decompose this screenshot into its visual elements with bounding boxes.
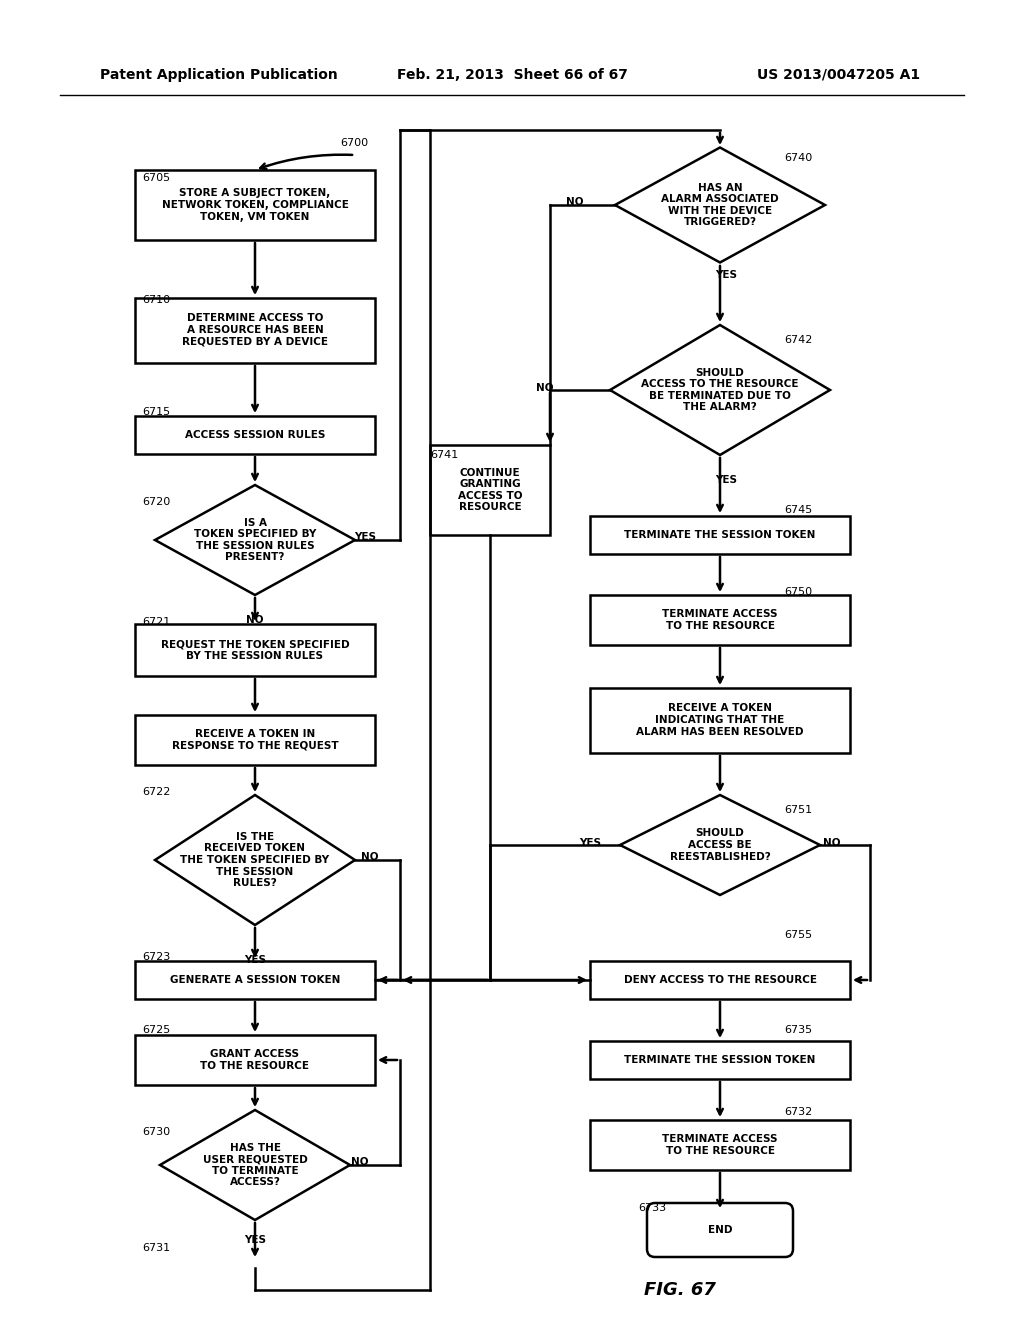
Text: Patent Application Publication: Patent Application Publication [100, 69, 338, 82]
Text: 6751: 6751 [784, 805, 812, 814]
Text: STORE A SUBJECT TOKEN,
NETWORK TOKEN, COMPLIANCE
TOKEN, VM TOKEN: STORE A SUBJECT TOKEN, NETWORK TOKEN, CO… [162, 189, 348, 222]
Polygon shape [155, 484, 355, 595]
Text: 6723: 6723 [142, 952, 170, 962]
FancyBboxPatch shape [135, 170, 375, 240]
FancyBboxPatch shape [590, 595, 850, 645]
Text: NO: NO [246, 615, 264, 624]
Text: END: END [708, 1225, 732, 1236]
Text: 6735: 6735 [784, 1026, 812, 1035]
Text: IS THE
RECEIVED TOKEN
THE TOKEN SPECIFIED BY
THE SESSION
RULES?: IS THE RECEIVED TOKEN THE TOKEN SPECIFIE… [180, 832, 330, 888]
Text: ACCESS SESSION RULES: ACCESS SESSION RULES [184, 430, 326, 440]
Text: 6732: 6732 [784, 1107, 812, 1117]
Text: TERMINATE ACCESS
TO THE RESOURCE: TERMINATE ACCESS TO THE RESOURCE [663, 610, 778, 631]
Text: SHOULD
ACCESS TO THE RESOURCE
BE TERMINATED DUE TO
THE ALARM?: SHOULD ACCESS TO THE RESOURCE BE TERMINA… [641, 367, 799, 412]
Text: 6740: 6740 [784, 153, 812, 162]
Text: TERMINATE THE SESSION TOKEN: TERMINATE THE SESSION TOKEN [625, 1055, 816, 1065]
FancyBboxPatch shape [135, 961, 375, 999]
Text: YES: YES [354, 532, 376, 543]
Text: 6725: 6725 [142, 1026, 170, 1035]
Text: SHOULD
ACCESS BE
REESTABLISHED?: SHOULD ACCESS BE REESTABLISHED? [670, 829, 770, 862]
Text: GENERATE A SESSION TOKEN: GENERATE A SESSION TOKEN [170, 975, 340, 985]
Text: YES: YES [244, 954, 266, 965]
Text: YES: YES [579, 838, 601, 847]
Text: TERMINATE THE SESSION TOKEN: TERMINATE THE SESSION TOKEN [625, 531, 816, 540]
Text: 6731: 6731 [142, 1243, 170, 1253]
FancyBboxPatch shape [135, 624, 375, 676]
Polygon shape [615, 148, 825, 263]
Text: 6705: 6705 [142, 173, 170, 183]
Text: 6755: 6755 [784, 931, 812, 940]
Text: RECEIVE A TOKEN
INDICATING THAT THE
ALARM HAS BEEN RESOLVED: RECEIVE A TOKEN INDICATING THAT THE ALAR… [636, 704, 804, 737]
Text: NO: NO [566, 197, 584, 207]
Text: CONTINUE
GRANTING
ACCESS TO
RESOURCE: CONTINUE GRANTING ACCESS TO RESOURCE [458, 467, 522, 512]
Text: FIG. 67: FIG. 67 [644, 1280, 716, 1299]
FancyBboxPatch shape [135, 297, 375, 363]
Text: DETERMINE ACCESS TO
A RESOURCE HAS BEEN
REQUESTED BY A DEVICE: DETERMINE ACCESS TO A RESOURCE HAS BEEN … [182, 313, 328, 347]
Text: 6730: 6730 [142, 1127, 170, 1137]
FancyBboxPatch shape [135, 1035, 375, 1085]
FancyBboxPatch shape [135, 416, 375, 454]
Polygon shape [155, 795, 355, 925]
Text: NO: NO [537, 383, 554, 393]
Text: YES: YES [244, 1236, 266, 1245]
Polygon shape [610, 325, 830, 455]
Text: 6700: 6700 [340, 139, 368, 148]
Text: YES: YES [715, 271, 737, 280]
FancyBboxPatch shape [590, 1041, 850, 1078]
Text: 6720: 6720 [142, 498, 170, 507]
Text: 6715: 6715 [142, 407, 170, 417]
Text: REQUEST THE TOKEN SPECIFIED
BY THE SESSION RULES: REQUEST THE TOKEN SPECIFIED BY THE SESSI… [161, 639, 349, 661]
FancyBboxPatch shape [590, 516, 850, 554]
Text: NO: NO [351, 1158, 369, 1167]
Text: NO: NO [823, 838, 841, 847]
Text: Feb. 21, 2013  Sheet 66 of 67: Feb. 21, 2013 Sheet 66 of 67 [396, 69, 628, 82]
Polygon shape [160, 1110, 350, 1220]
Text: TERMINATE ACCESS
TO THE RESOURCE: TERMINATE ACCESS TO THE RESOURCE [663, 1134, 778, 1156]
Text: US 2013/0047205 A1: US 2013/0047205 A1 [757, 69, 920, 82]
Text: HAS THE
USER REQUESTED
TO TERMINATE
ACCESS?: HAS THE USER REQUESTED TO TERMINATE ACCE… [203, 1143, 307, 1188]
Text: 6742: 6742 [784, 335, 812, 345]
Text: GRANT ACCESS
TO THE RESOURCE: GRANT ACCESS TO THE RESOURCE [201, 1049, 309, 1071]
Text: 6745: 6745 [784, 506, 812, 515]
FancyBboxPatch shape [590, 688, 850, 752]
Text: 6721: 6721 [142, 616, 170, 627]
Text: 6733: 6733 [638, 1203, 667, 1213]
Text: 6741: 6741 [430, 450, 459, 459]
Text: HAS AN
ALARM ASSOCIATED
WITH THE DEVICE
TRIGGERED?: HAS AN ALARM ASSOCIATED WITH THE DEVICE … [662, 182, 779, 227]
Text: 6710: 6710 [142, 294, 170, 305]
Text: 6750: 6750 [784, 587, 812, 597]
Text: IS A
TOKEN SPECIFIED BY
THE SESSION RULES
PRESENT?: IS A TOKEN SPECIFIED BY THE SESSION RULE… [194, 517, 316, 562]
FancyBboxPatch shape [430, 445, 550, 535]
Polygon shape [620, 795, 820, 895]
FancyBboxPatch shape [590, 961, 850, 999]
Text: YES: YES [715, 475, 737, 484]
Text: RECEIVE A TOKEN IN
RESPONSE TO THE REQUEST: RECEIVE A TOKEN IN RESPONSE TO THE REQUE… [172, 729, 338, 751]
Text: DENY ACCESS TO THE RESOURCE: DENY ACCESS TO THE RESOURCE [624, 975, 816, 985]
FancyBboxPatch shape [590, 1119, 850, 1170]
Text: 6722: 6722 [142, 787, 170, 797]
Text: NO: NO [361, 851, 379, 862]
FancyBboxPatch shape [135, 715, 375, 766]
FancyBboxPatch shape [647, 1203, 793, 1257]
